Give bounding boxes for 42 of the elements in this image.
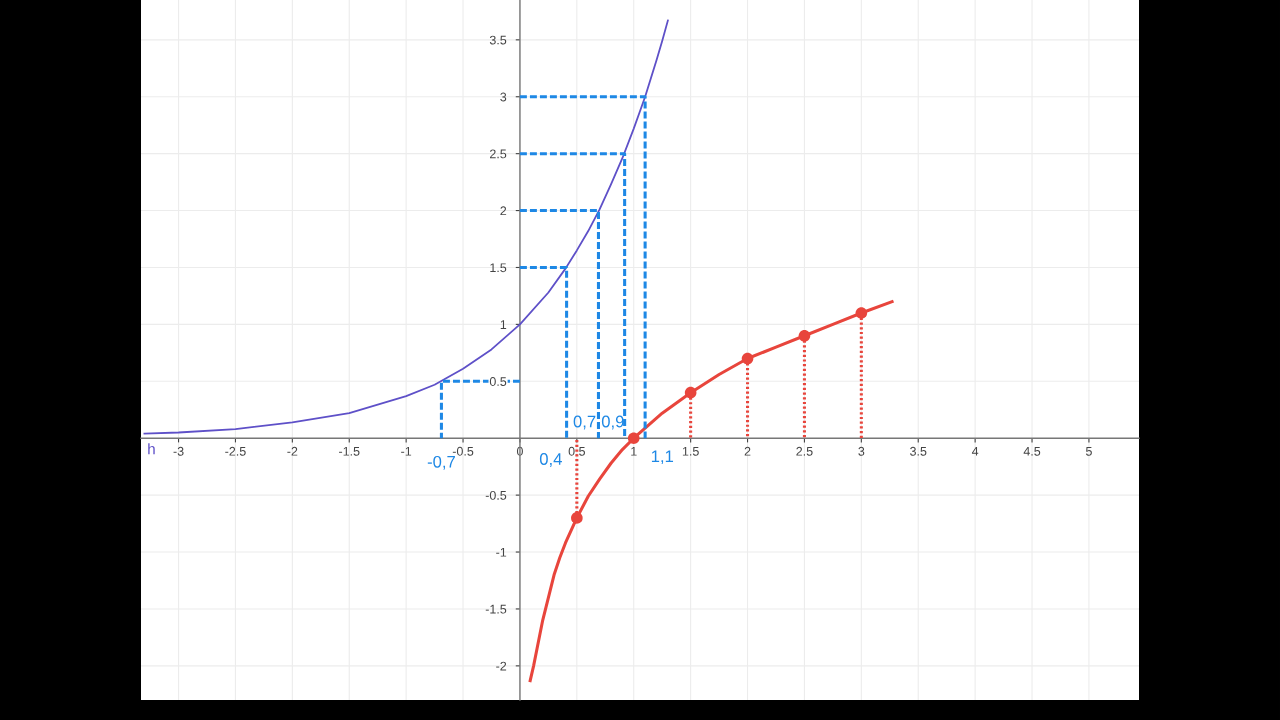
x-tick-label: -1 bbox=[401, 447, 412, 456]
x-tick-label: 0.5 bbox=[568, 446, 586, 456]
y-tick-label: 1.5 bbox=[490, 263, 507, 273]
y-tick-label: 1 bbox=[500, 320, 507, 329]
x-tick-label: 5 bbox=[1085, 447, 1092, 456]
annotation: 0,9 bbox=[601, 415, 624, 430]
x-tick-label: 0 bbox=[516, 446, 523, 456]
line-series bbox=[143, 19, 669, 435]
x-tick-label: 4 bbox=[971, 447, 979, 456]
x-tick-label: -3 bbox=[173, 446, 184, 456]
x-tick-label: 3 bbox=[858, 446, 865, 456]
y-tick-label: 3.5 bbox=[489, 35, 507, 45]
x-tick-label: 1.5 bbox=[682, 447, 699, 456]
x-tick-label: -1.5 bbox=[339, 447, 360, 456]
x-tick-label: 2.5 bbox=[796, 446, 813, 456]
annotation: 1,1 bbox=[651, 450, 674, 465]
y-tick-label: 3 bbox=[500, 92, 507, 102]
y-tick-label: -1.5 bbox=[485, 604, 507, 614]
series-label: h bbox=[148, 443, 155, 455]
x-tick-label: 3.5 bbox=[910, 446, 927, 456]
line-series bbox=[528, 300, 894, 683]
y-tick-label: -0.5 bbox=[485, 490, 507, 500]
point bbox=[798, 329, 811, 342]
y-tick-label: -2 bbox=[496, 661, 507, 671]
x-tick-label: -2.5 bbox=[225, 446, 246, 456]
y-tick-label: -1 bbox=[496, 547, 507, 557]
point bbox=[627, 432, 640, 445]
annotation: 0,7 bbox=[573, 415, 596, 430]
x-tick-label: 4.5 bbox=[1023, 447, 1041, 456]
annotation: -0,7 bbox=[427, 455, 455, 470]
x-tick-label: 2 bbox=[744, 446, 751, 456]
y-tick-label: 2 bbox=[500, 206, 507, 216]
point bbox=[855, 307, 868, 319]
annotation: 0,4 bbox=[539, 453, 562, 467]
x-tick-label: -2 bbox=[287, 446, 298, 456]
x-tick-label: -0.5 bbox=[452, 446, 474, 456]
point bbox=[684, 386, 697, 399]
y-tick-label: 0.5 bbox=[489, 377, 507, 386]
point bbox=[571, 512, 583, 524]
y-tick-label: 2.5 bbox=[490, 149, 507, 159]
point bbox=[741, 352, 754, 365]
x-tick-label: 1 bbox=[631, 447, 637, 456]
